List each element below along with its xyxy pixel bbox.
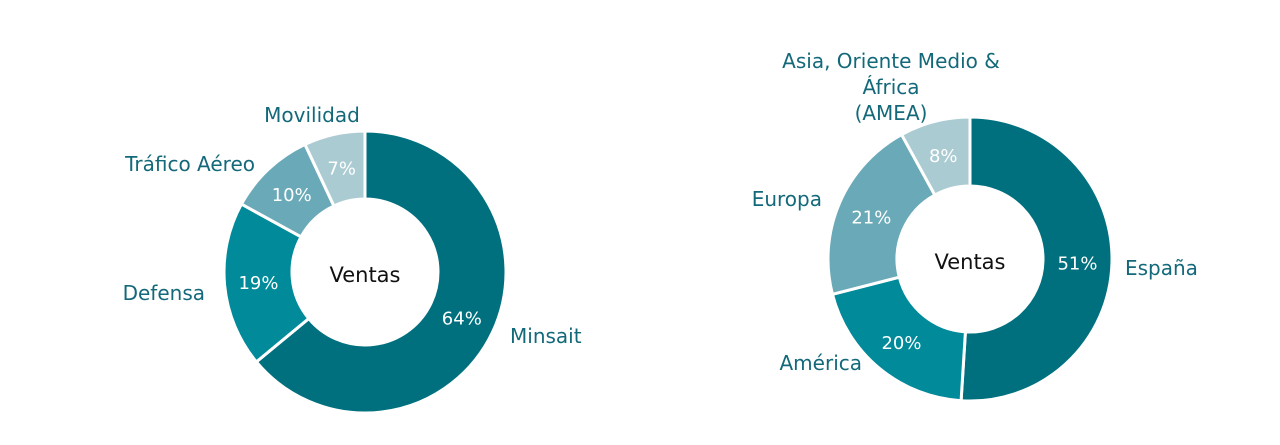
donut-slice — [959, 115, 1114, 403]
donut-slice — [302, 129, 367, 208]
category-label: Europa — [752, 187, 822, 211]
center-label: Ventas — [329, 263, 400, 287]
center-label: Ventas — [934, 250, 1005, 274]
donut-slice — [222, 202, 311, 364]
category-label: América — [780, 351, 863, 375]
value-label: 19% — [238, 273, 278, 294]
donut-slice — [254, 129, 508, 415]
value-label: 21% — [851, 207, 891, 228]
value-label: 20% — [881, 333, 921, 354]
value-label: 51% — [1057, 253, 1097, 274]
donut-slice — [826, 132, 937, 297]
value-label: 7% — [327, 159, 356, 180]
category-label: Minsait — [510, 324, 582, 348]
category-label: Movilidad — [264, 103, 360, 127]
donut-chart-2: 51% España 20% América 21% Europa 8% Asia, Orie… — [752, 49, 1198, 403]
category-label: Tráfico Aéreo — [124, 152, 255, 176]
category-label: España — [1125, 256, 1198, 280]
value-label: 64% — [442, 309, 482, 330]
value-label: 8% — [929, 146, 958, 167]
donut-chart-1: 64% Minsait 19% Defensa 10% Tráfico Aéreo 7% Mo… — [123, 103, 582, 415]
donut-slice — [899, 115, 972, 198]
donut-slice — [830, 275, 968, 403]
value-label: 10% — [272, 185, 312, 206]
category-label: Defensa — [123, 281, 205, 305]
category-label: Asia, Oriente Medio & África (AMEA) — [782, 49, 1000, 125]
